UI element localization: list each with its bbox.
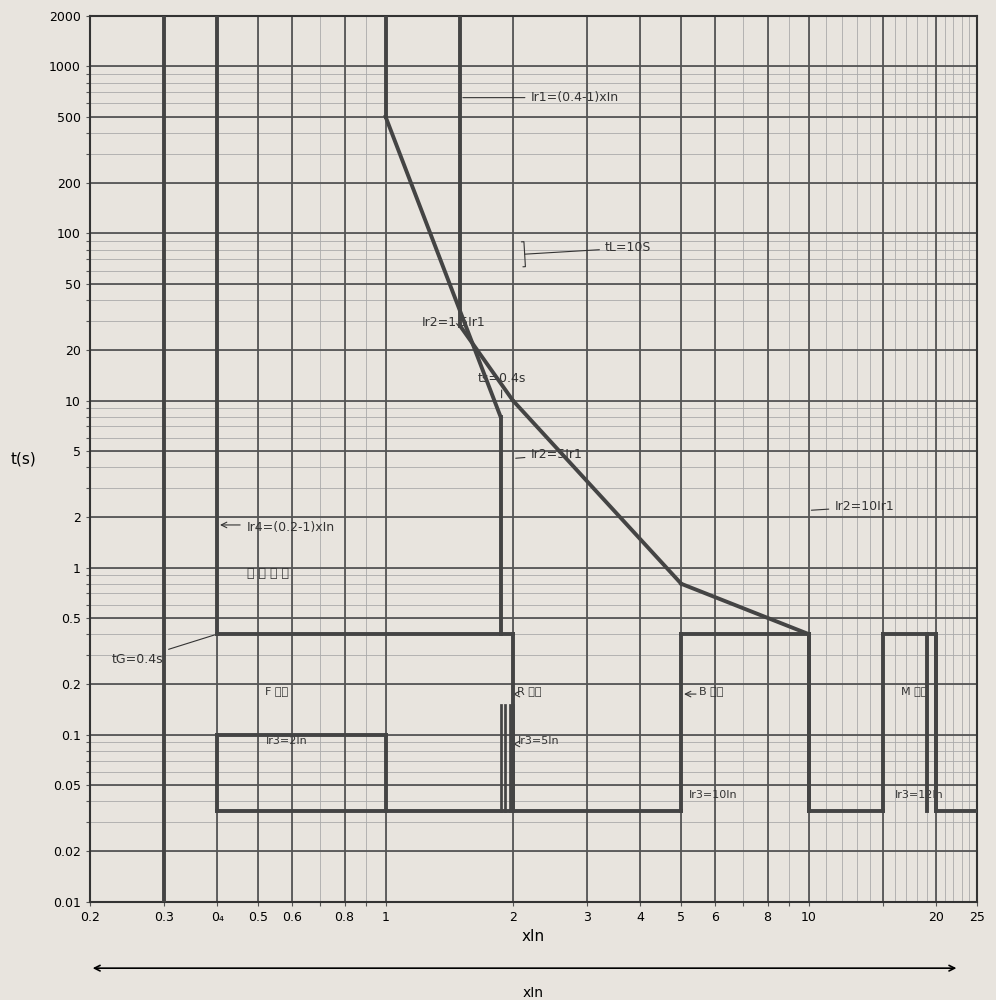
Text: B 曲线: B 曲线 [699, 686, 723, 696]
Text: Ir4=(0.2-1)xIn: Ir4=(0.2-1)xIn [247, 521, 335, 534]
Text: ts=0.4s: ts=0.4s [477, 372, 526, 398]
Text: tG=0.4s: tG=0.4s [112, 635, 214, 666]
Text: Ir3=10In: Ir3=10In [688, 790, 737, 800]
Text: xIn: xIn [523, 986, 544, 1000]
Text: Ir3=2In: Ir3=2In [266, 736, 307, 746]
Text: 适 用 四 极: 适 用 四 极 [247, 567, 289, 580]
Text: R 曲线: R 曲线 [518, 686, 542, 696]
Text: M 曲线: M 曲线 [900, 686, 927, 696]
Text: Ir3=12In: Ir3=12In [895, 790, 943, 800]
Text: F 曲线: F 曲线 [266, 686, 289, 696]
Text: Ir2=1.5Ir1: Ir2=1.5Ir1 [422, 316, 486, 329]
Text: Ir3=5In: Ir3=5In [518, 736, 559, 746]
X-axis label: xIn: xIn [522, 929, 545, 944]
Y-axis label: t(s): t(s) [11, 451, 37, 466]
Text: tL=10S: tL=10S [522, 241, 651, 267]
Text: Ir1=(0.4-1)xIn: Ir1=(0.4-1)xIn [463, 91, 619, 104]
Text: Ir2=10Ir1: Ir2=10Ir1 [812, 500, 894, 513]
Text: Ir2=5Ir1: Ir2=5Ir1 [516, 448, 583, 461]
